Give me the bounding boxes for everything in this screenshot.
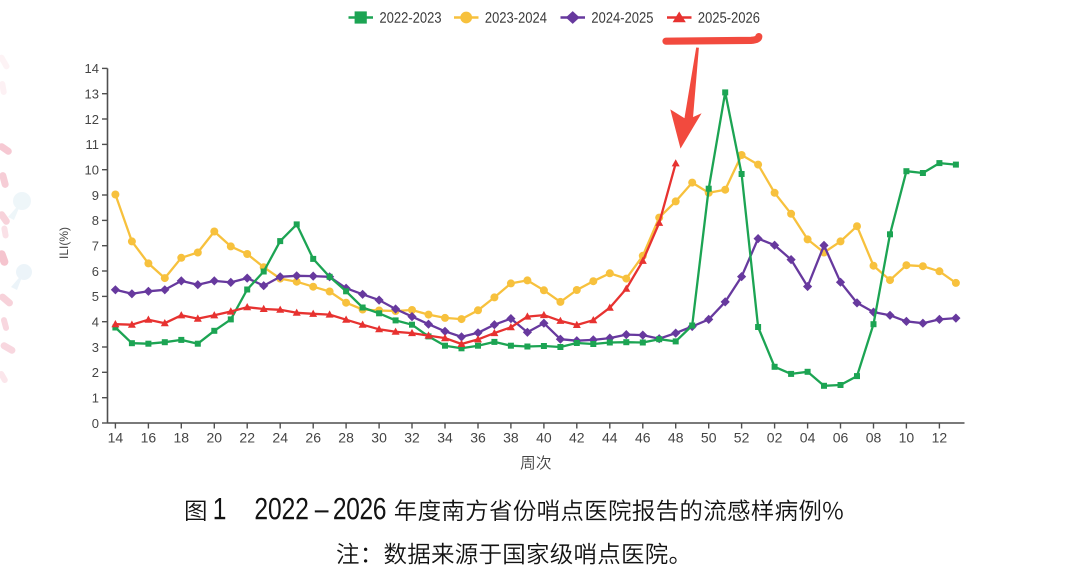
svg-text:38: 38 — [503, 430, 519, 446]
svg-text:44: 44 — [602, 430, 618, 446]
svg-text:04: 04 — [800, 430, 816, 446]
svg-text:28: 28 — [338, 430, 354, 446]
svg-text:9: 9 — [92, 188, 99, 203]
svg-text:22: 22 — [239, 430, 255, 446]
svg-text:10: 10 — [85, 163, 99, 178]
svg-text:20: 20 — [207, 430, 223, 446]
svg-text:32: 32 — [404, 430, 420, 446]
svg-text:18: 18 — [174, 430, 190, 446]
svg-text:14: 14 — [85, 61, 99, 76]
svg-text:0: 0 — [92, 416, 99, 431]
svg-text:08: 08 — [866, 430, 882, 446]
svg-text:42: 42 — [569, 430, 585, 446]
svg-text:36: 36 — [470, 430, 486, 446]
svg-text:52: 52 — [734, 430, 750, 446]
svg-text:7: 7 — [92, 239, 99, 254]
svg-text:3: 3 — [92, 340, 99, 355]
svg-text:5: 5 — [92, 289, 99, 304]
svg-text:14: 14 — [108, 430, 124, 446]
svg-text:06: 06 — [833, 430, 849, 446]
svg-text:12: 12 — [85, 112, 99, 127]
svg-text:26: 26 — [305, 430, 321, 446]
svg-text:16: 16 — [141, 430, 157, 446]
svg-text:8: 8 — [92, 213, 99, 228]
svg-text:6: 6 — [92, 264, 99, 279]
svg-text:1: 1 — [92, 391, 99, 406]
svg-text:24: 24 — [272, 430, 288, 446]
svg-text:2: 2 — [92, 365, 99, 380]
svg-text:4: 4 — [92, 315, 99, 330]
svg-text:12: 12 — [932, 430, 948, 446]
svg-text:40: 40 — [536, 430, 552, 446]
svg-text:11: 11 — [86, 137, 100, 152]
svg-text:50: 50 — [701, 430, 717, 446]
svg-text:13: 13 — [85, 87, 99, 102]
svg-text:48: 48 — [668, 430, 684, 446]
svg-text:ILI(%): ILI(%) — [57, 227, 71, 259]
svg-text:10: 10 — [899, 430, 915, 446]
svg-text:46: 46 — [635, 430, 651, 446]
svg-text:02: 02 — [767, 430, 783, 446]
svg-text:30: 30 — [371, 430, 387, 446]
svg-text:34: 34 — [437, 430, 453, 446]
